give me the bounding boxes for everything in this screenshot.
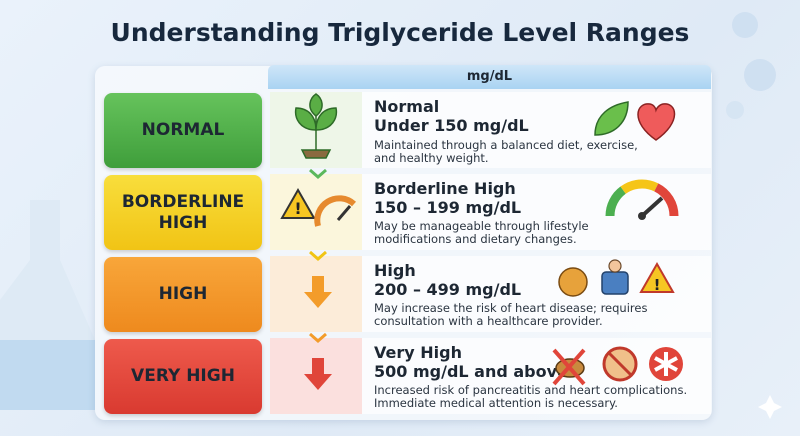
level-heading: Normal [374,97,440,116]
level-range: 200 – 499 mg/dL [374,280,522,299]
level-label: NORMAL [104,93,262,168]
svg-text:!: ! [294,199,301,218]
level-description: Maintained through a balanced diet, exer… [374,138,638,165]
level-label: BORDERLINE HIGH [104,175,262,250]
level-label: VERY HIGH [104,339,262,414]
row-bg [362,338,711,414]
level-description: May be manageable through lifestyle modi… [374,219,589,246]
level-range: 500 mg/dL and above [374,362,568,381]
level-heading: High [374,261,416,280]
svg-text:!: ! [654,276,661,294]
level-range: 150 – 199 mg/dL [374,198,522,217]
title: Understanding Triglyceride Level Ranges [110,18,690,47]
level-range: Under 150 mg/dL [374,116,529,135]
level-heading: Borderline High [374,179,516,198]
level-heading: Very High [374,343,462,362]
level-description: Increased risk of pancreatitis and heart… [374,383,688,410]
level-description: May increase the risk of heart disease; … [374,301,648,328]
row-bg [362,256,711,332]
unit-header: mg/dL [268,65,711,89]
level-label: HIGH [104,257,262,332]
